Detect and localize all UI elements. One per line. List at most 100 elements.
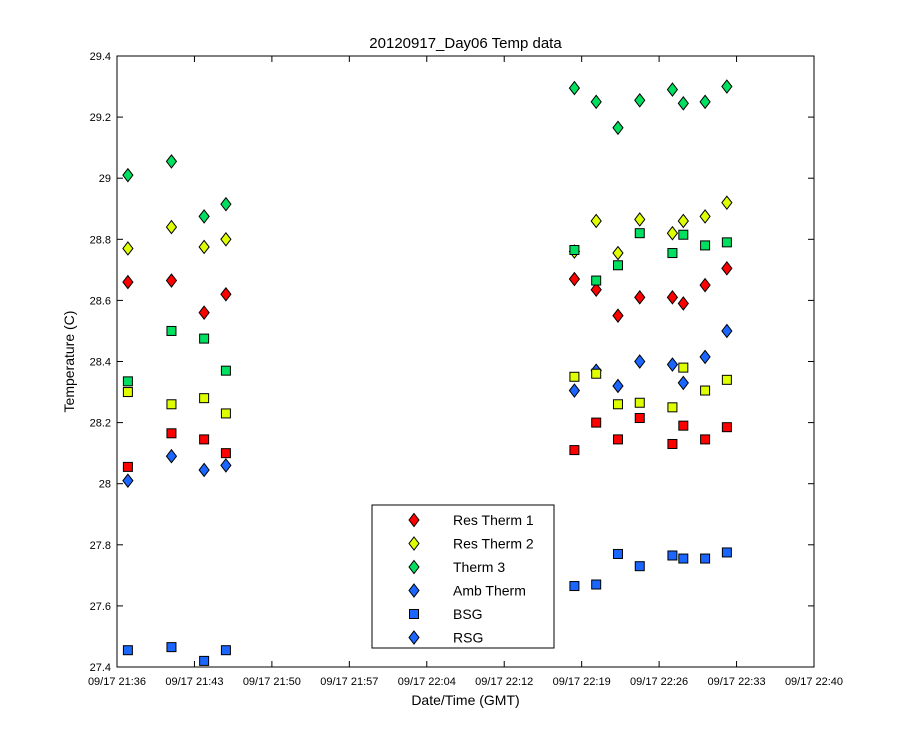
data-point (700, 434, 711, 445)
data-point (590, 94, 602, 110)
data-point (634, 561, 645, 572)
legend-label: RSG (453, 630, 483, 646)
data-point (721, 195, 733, 210)
data-point (634, 92, 646, 108)
data-point (678, 362, 689, 373)
data-point (199, 333, 210, 344)
data-point (612, 260, 623, 271)
data-point (122, 376, 133, 387)
data-point (220, 196, 232, 212)
data-point (569, 581, 580, 592)
data-point (721, 237, 732, 248)
data-point (634, 354, 646, 369)
data-point (591, 275, 602, 286)
data-point (220, 645, 231, 656)
data-point (220, 286, 232, 302)
data-point (590, 282, 602, 298)
data-point (612, 245, 624, 261)
legend-label: BSG (453, 606, 483, 622)
data-point (568, 80, 581, 96)
data-point (220, 408, 231, 419)
legend: Res Therm 1 Res Therm 2 Therm 3 Amb Therm BS… (371, 504, 555, 649)
data-point (166, 428, 177, 439)
data-point (569, 244, 580, 255)
data-point (166, 642, 177, 653)
data-point (699, 209, 711, 224)
data-point (591, 579, 602, 590)
data-point (165, 154, 178, 169)
x-axis-label: Date/Time (GMT) (411, 692, 519, 708)
legend-marker (408, 536, 420, 551)
data-point (612, 378, 624, 394)
legend-marker (409, 609, 419, 619)
data-point (612, 120, 624, 136)
axis-tick-labels: 09/17 21:36 09/17 21:43 09/17 21:50 09/17 2… (88, 51, 843, 688)
data-points (122, 79, 733, 666)
data-point (166, 399, 177, 410)
data-point (199, 393, 210, 404)
data-point (591, 417, 602, 428)
data-point (721, 422, 732, 433)
legend-label: Res Therm 1 (453, 512, 534, 528)
data-point (220, 365, 231, 376)
data-point (198, 305, 210, 320)
x-tick-label: 09/17 22:12 (475, 676, 533, 688)
data-point (678, 553, 689, 564)
legend-marker (408, 630, 420, 645)
y-tick-label: 28.8 (90, 234, 111, 246)
data-point (634, 290, 646, 305)
y-tick-label: 27.8 (90, 540, 111, 552)
data-point (198, 239, 210, 255)
data-point (612, 434, 623, 445)
data-point (199, 434, 210, 445)
data-point (220, 448, 231, 459)
chart-title: 20120917_Day06 Temp data (369, 35, 562, 52)
data-point (122, 645, 133, 656)
data-point (634, 228, 645, 239)
data-point (666, 357, 679, 372)
data-point (634, 413, 645, 424)
y-tick-label: 27.6 (90, 601, 111, 613)
x-tick-label: 09/17 21:50 (243, 676, 301, 688)
data-point (122, 274, 134, 290)
data-point (122, 473, 134, 488)
data-point (199, 655, 210, 666)
data-point (198, 462, 210, 478)
data-point (677, 213, 689, 229)
data-point (678, 420, 689, 431)
plot-frame (116, 55, 815, 668)
data-point (165, 273, 178, 288)
data-point (700, 385, 711, 396)
data-point (198, 209, 210, 224)
data-point (590, 213, 602, 229)
x-tick-label: 09/17 22:33 (707, 676, 765, 688)
legend-label: Amb Therm (453, 583, 526, 599)
data-point (165, 448, 178, 464)
data-point (666, 290, 679, 305)
data-point (569, 445, 580, 456)
x-tick-label: 09/17 21:43 (165, 676, 223, 688)
data-point (122, 167, 134, 183)
x-tick-label: 09/17 21:36 (88, 676, 146, 688)
data-point (612, 308, 624, 323)
data-point (699, 94, 711, 110)
data-point (122, 461, 133, 472)
legend-label: Res Therm 2 (453, 536, 534, 552)
x-tick-label: 09/17 22:40 (785, 676, 843, 688)
data-point (634, 397, 645, 408)
y-tick-label: 28.4 (90, 357, 111, 369)
data-point (634, 212, 646, 227)
legend-label: Therm 3 (453, 559, 505, 575)
data-point (667, 438, 678, 449)
legend-box (371, 504, 555, 649)
x-tick-label: 09/17 22:19 (553, 676, 611, 688)
y-tick-label: 29.2 (90, 112, 111, 124)
x-tick-label: 09/17 22:04 (398, 676, 456, 688)
data-point (678, 229, 689, 240)
data-point (721, 323, 733, 339)
data-point (591, 368, 602, 379)
y-axis-label: Temperature (C) (61, 311, 77, 413)
y-tick-label: 28.2 (90, 418, 111, 430)
data-point (699, 349, 711, 365)
